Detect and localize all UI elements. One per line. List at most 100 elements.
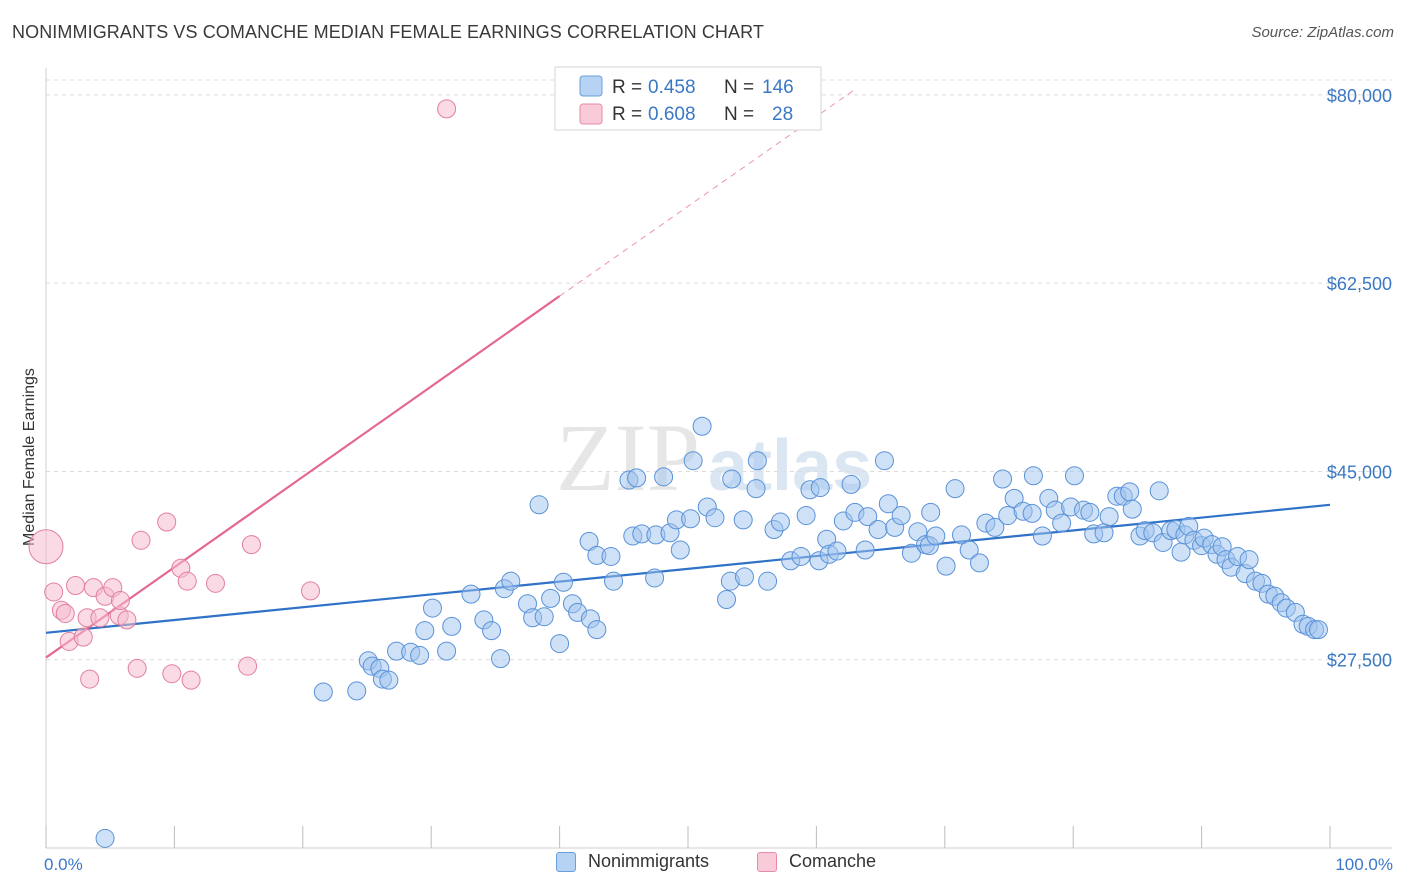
trend-lines: [45, 89, 1331, 659]
legend-n-label-comanche: N =: [724, 104, 754, 125]
nonimmigrants-point: [681, 509, 701, 529]
nonimmigrants-point: [627, 468, 647, 488]
nonimmigrants-point: [601, 546, 621, 566]
nonimmigrants-point: [855, 540, 875, 560]
watermark-atlas: atlas: [708, 426, 872, 506]
nonimmigrants-point: [437, 641, 457, 661]
y-tick-label: $45,000: [1327, 462, 1392, 482]
nonimmigrants-point: [891, 506, 911, 526]
nonimmigrants-point: [379, 670, 399, 690]
bottom-legend-item-comanche: Comanche: [757, 851, 876, 872]
nonimmigrants-point: [746, 479, 766, 499]
nonimmigrants-trend-line: [45, 503, 1331, 634]
nonimmigrants-point: [705, 508, 725, 528]
comanche-point: [110, 591, 130, 611]
comanche-point: [131, 530, 151, 550]
nonimmigrants-point: [482, 621, 502, 641]
nonimmigrants-point: [1022, 503, 1042, 523]
nonimmigrants-point: [422, 598, 442, 618]
nonimmigrants-points: [95, 416, 1328, 848]
nonimmigrants-point: [1032, 526, 1052, 546]
legend-r-value-comanche: 0.608: [648, 104, 696, 125]
nonimmigrants-point: [550, 634, 570, 654]
y-tick-label: $62,500: [1327, 274, 1392, 294]
nonimmigrants-point: [858, 507, 878, 527]
tick-labels: $27,500 $45,000 $62,500 $80,000 0.0% 100.0%: [44, 86, 1393, 874]
nonimmigrants-point: [491, 649, 511, 669]
nonimmigrants-point: [1052, 513, 1072, 533]
legend: R = 0.458 N = 146 R = 0.608 N = 28: [554, 66, 822, 131]
y-tick-label: $27,500: [1327, 651, 1392, 671]
legend-r-value-nonimmigrants: 0.458: [648, 77, 696, 98]
comanche-point: [127, 658, 147, 678]
nonimmigrants-point: [410, 645, 430, 665]
nonimmigrants-point: [501, 571, 521, 591]
comanche-point: [80, 669, 100, 689]
bottom-legend: Nonimmigrants Comanche: [0, 851, 1406, 879]
legend-n-value-comanche: 28: [772, 104, 793, 125]
nonimmigrants-point: [1094, 523, 1114, 543]
nonimmigrants-point: [1239, 550, 1259, 570]
source-label: Source: ZipAtlas.com: [1251, 24, 1394, 41]
comanche-point: [90, 608, 110, 628]
nonimmigrants-point: [587, 620, 607, 640]
legend-n-label-nonimmigrants: N =: [724, 77, 754, 98]
nonimmigrants-point: [683, 451, 703, 471]
nonimmigrants-point: [1064, 466, 1084, 486]
nonimmigrants-point: [415, 621, 435, 641]
comanche-point: [241, 535, 261, 555]
nonimmigrants-point: [95, 828, 115, 848]
legend-n-value-nonimmigrants: 146: [762, 77, 794, 98]
legend-r-label-nonimmigrants: R =: [612, 77, 642, 98]
nonimmigrants-point: [770, 512, 790, 532]
nonimmigrants-point: [553, 572, 573, 592]
nonimmigrants-point: [901, 543, 921, 563]
nonimmigrants-point: [1004, 488, 1024, 508]
nonimmigrants-point: [1099, 507, 1119, 527]
comanche-point: [162, 664, 182, 684]
nonimmigrants-point: [313, 682, 333, 702]
nonimmigrants-point: [692, 416, 712, 436]
nonimmigrants-point: [791, 546, 811, 566]
nonimmigrants-point: [878, 494, 898, 514]
nonimmigrants-point: [534, 607, 554, 627]
comanche-point: [437, 99, 457, 119]
nonimmigrants-point: [810, 478, 830, 498]
chart-title: NONIMMIGRANTS VS COMANCHE MEDIAN FEMALE …: [12, 22, 765, 42]
comanche-point: [301, 581, 321, 601]
comanche-point: [55, 603, 75, 623]
bottom-legend-swatch-comanche: [757, 851, 777, 872]
nonimmigrants-point: [969, 553, 989, 573]
nonimmigrants-point: [827, 541, 847, 561]
x-tick-label-max: 100.0%: [1335, 855, 1393, 874]
comanche-point: [73, 627, 93, 647]
legend-swatch-comanche: [579, 103, 603, 125]
nonimmigrants-point: [734, 567, 754, 587]
bottom-legend-label-nonimmigrants: Nonimmigrants: [588, 851, 710, 871]
nonimmigrants-point: [604, 571, 624, 591]
nonimmigrants-point: [1308, 620, 1328, 640]
nonimmigrants-point: [717, 589, 737, 609]
nonimmigrants-point: [747, 451, 767, 471]
nonimmigrants-point: [993, 469, 1013, 489]
nonimmigrants-point: [841, 474, 861, 494]
nonimmigrants-point: [722, 469, 742, 489]
watermark-zip: ZIP: [556, 404, 700, 511]
nonimmigrants-point: [868, 520, 888, 540]
axes: [45, 68, 1392, 849]
nonimmigrants-point: [959, 540, 979, 560]
nonimmigrants-point: [1080, 502, 1100, 522]
watermark: ZIP atlas: [556, 404, 872, 511]
nonimmigrants-point: [670, 540, 690, 560]
nonimmigrants-point: [347, 681, 367, 701]
nonimmigrants-point: [442, 616, 462, 636]
nonimmigrants-point: [951, 525, 971, 545]
comanche-point: [238, 656, 258, 676]
comanche-point: [205, 573, 225, 593]
comanche-points: [28, 99, 457, 690]
nonimmigrants-point: [758, 571, 778, 591]
bottom-legend-item-nonimmigrants: Nonimmigrants: [556, 851, 709, 872]
nonimmigrants-point: [936, 556, 956, 576]
nonimmigrants-point: [985, 517, 1005, 537]
